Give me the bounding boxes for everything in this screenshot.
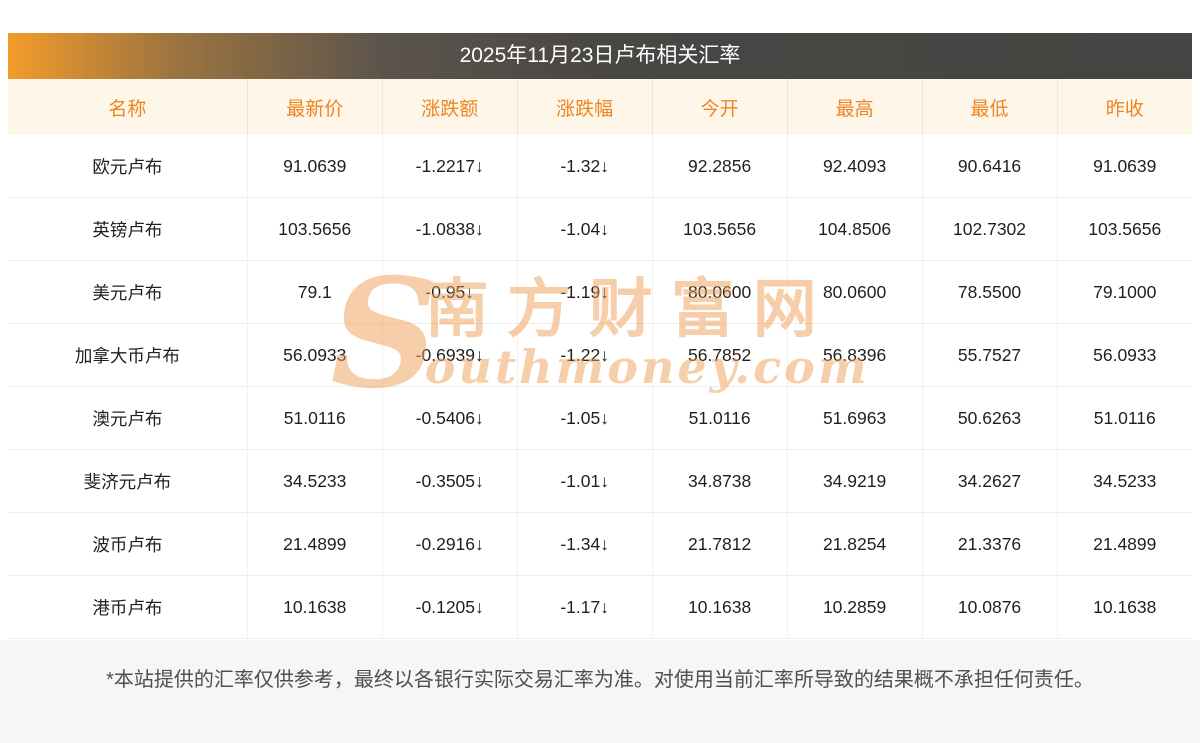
cell-low: 21.3376 (921, 512, 1058, 576)
cell-prev_close: 79.1000 (1056, 260, 1192, 324)
cell-low: 34.2627 (921, 449, 1058, 513)
cell-latest: 10.1638 (246, 575, 383, 639)
cell-change: -0.95↓ (381, 260, 518, 324)
cell-high: 56.8396 (786, 323, 923, 387)
cell-change: -0.3505↓ (381, 449, 518, 513)
cell-change_pct: -1.04↓ (516, 197, 653, 261)
cell-name: 波币卢布 (8, 512, 248, 576)
cell-change_pct: -1.19↓ (516, 260, 653, 324)
cell-high: 80.0600 (786, 260, 923, 324)
page-title-bar: 2025年11月23日卢布相关汇率 (8, 33, 1192, 79)
cell-latest: 103.5656 (246, 197, 383, 261)
cell-change_pct: -1.01↓ (516, 449, 653, 513)
cell-change: -0.1205↓ (381, 575, 518, 639)
cell-open: 103.5656 (651, 197, 788, 261)
cell-open: 92.2856 (651, 135, 788, 198)
cell-open: 21.7812 (651, 512, 788, 576)
cell-name: 港币卢布 (8, 575, 248, 639)
cell-name: 美元卢布 (8, 260, 248, 324)
cell-high: 21.8254 (786, 512, 923, 576)
disclaimer-footer: *本站提供的汇率仅供参考，最终以各银行实际交易汇率为准。对使用当前汇率所导致的结… (0, 640, 1200, 743)
cell-change_pct: -1.17↓ (516, 575, 653, 639)
column-header-change_pct: 涨跌幅 (516, 79, 653, 135)
table-row: 加拿大币卢布 56.0933 -0.6939↓ -1.22↓ 56.7852 56.839… (8, 323, 1192, 387)
cell-latest: 91.0639 (246, 135, 383, 198)
column-header-prev_close: 昨收 (1056, 79, 1192, 135)
cell-change: -0.2916↓ (381, 512, 518, 576)
cell-change: -0.6939↓ (381, 323, 518, 387)
column-header-low: 最低 (921, 79, 1058, 135)
cell-high: 51.6963 (786, 386, 923, 450)
cell-high: 104.8506 (786, 197, 923, 261)
cell-change_pct: -1.34↓ (516, 512, 653, 576)
column-header-name: 名称 (8, 79, 248, 135)
table-row: 欧元卢布 91.0639 -1.2217↓ -1.32↓ 92.2856 92.4093 9… (8, 135, 1192, 198)
cell-change: -1.0838↓ (381, 197, 518, 261)
cell-low: 78.5500 (921, 260, 1058, 324)
cell-high: 10.2859 (786, 575, 923, 639)
table-row: 港币卢布 10.1638 -0.1205↓ -1.17↓ 10.1638 10.2859 1… (8, 575, 1192, 639)
cell-low: 90.6416 (921, 135, 1058, 198)
cell-prev_close: 51.0116 (1056, 386, 1192, 450)
cell-change_pct: -1.05↓ (516, 386, 653, 450)
cell-high: 34.9219 (786, 449, 923, 513)
table-row: 美元卢布 79.1 -0.95↓ -1.19↓ 80.0600 80.0600 78.550… (8, 260, 1192, 324)
cell-latest: 21.4899 (246, 512, 383, 576)
cell-latest: 51.0116 (246, 386, 383, 450)
cell-name: 欧元卢布 (8, 135, 248, 198)
cell-open: 34.8738 (651, 449, 788, 513)
cell-prev_close: 91.0639 (1056, 135, 1192, 198)
column-header-open: 今开 (651, 79, 788, 135)
rates-table-container: 名称 最新价 涨跌额 涨跌幅 今开 最高 最低 昨收 欧元卢布 91.0639 -1.2217↓ -… (8, 79, 1192, 639)
cell-open: 10.1638 (651, 575, 788, 639)
cell-prev_close: 21.4899 (1056, 512, 1192, 576)
disclaimer-text: *本站提供的汇率仅供参考，最终以各银行实际交易汇率为准。对使用当前汇率所导致的结… (106, 669, 1094, 691)
cell-prev_close: 103.5656 (1056, 197, 1192, 261)
cell-prev_close: 10.1638 (1056, 575, 1192, 639)
cell-low: 10.0876 (921, 575, 1058, 639)
cell-name: 澳元卢布 (8, 386, 248, 450)
cell-name: 英镑卢布 (8, 197, 248, 261)
column-header-latest: 最新价 (246, 79, 383, 135)
table-row: 英镑卢布 103.5656 -1.0838↓ -1.04↓ 103.5656 104.85… (8, 197, 1192, 261)
cell-name: 斐济元卢布 (8, 449, 248, 513)
column-header-high: 最高 (786, 79, 923, 135)
table-row: 斐济元卢布 34.5233 -0.3505↓ -1.01↓ 34.8738 34.9219… (8, 449, 1192, 513)
cell-prev_close: 34.5233 (1056, 449, 1192, 513)
table-header-row: 名称 最新价 涨跌额 涨跌幅 今开 最高 最低 昨收 (8, 79, 1192, 135)
cell-low: 50.6263 (921, 386, 1058, 450)
cell-change_pct: -1.22↓ (516, 323, 653, 387)
cell-change: -1.2217↓ (381, 135, 518, 198)
cell-prev_close: 56.0933 (1056, 323, 1192, 387)
table-row: 波币卢布 21.4899 -0.2916↓ -1.34↓ 21.7812 21.8254 2… (8, 512, 1192, 576)
cell-latest: 79.1 (246, 260, 383, 324)
rates-table-body: 欧元卢布 91.0639 -1.2217↓ -1.32↓ 92.2856 92.4093 9… (8, 135, 1192, 639)
cell-open: 51.0116 (651, 386, 788, 450)
cell-low: 102.7302 (921, 197, 1058, 261)
cell-latest: 56.0933 (246, 323, 383, 387)
cell-change_pct: -1.32↓ (516, 135, 653, 198)
rates-page: 2025年11月23日卢布相关汇率 名称 最新价 涨跌额 涨跌幅 今开 最高 最低 昨收 欧元… (8, 33, 1192, 639)
rates-table: 名称 最新价 涨跌额 涨跌幅 今开 最高 最低 昨收 欧元卢布 91.0639 -1.2217↓ -… (8, 79, 1192, 639)
column-header-change: 涨跌额 (381, 79, 518, 135)
cell-open: 56.7852 (651, 323, 788, 387)
cell-open: 80.0600 (651, 260, 788, 324)
cell-latest: 34.5233 (246, 449, 383, 513)
cell-change: -0.5406↓ (381, 386, 518, 450)
cell-low: 55.7527 (921, 323, 1058, 387)
table-row: 澳元卢布 51.0116 -0.5406↓ -1.05↓ 51.0116 51.6963 5… (8, 386, 1192, 450)
page-title: 2025年11月23日卢布相关汇率 (459, 44, 741, 67)
rates-table-head: 名称 最新价 涨跌额 涨跌幅 今开 最高 最低 昨收 (8, 79, 1192, 135)
cell-name: 加拿大币卢布 (8, 323, 248, 387)
cell-high: 92.4093 (786, 135, 923, 198)
